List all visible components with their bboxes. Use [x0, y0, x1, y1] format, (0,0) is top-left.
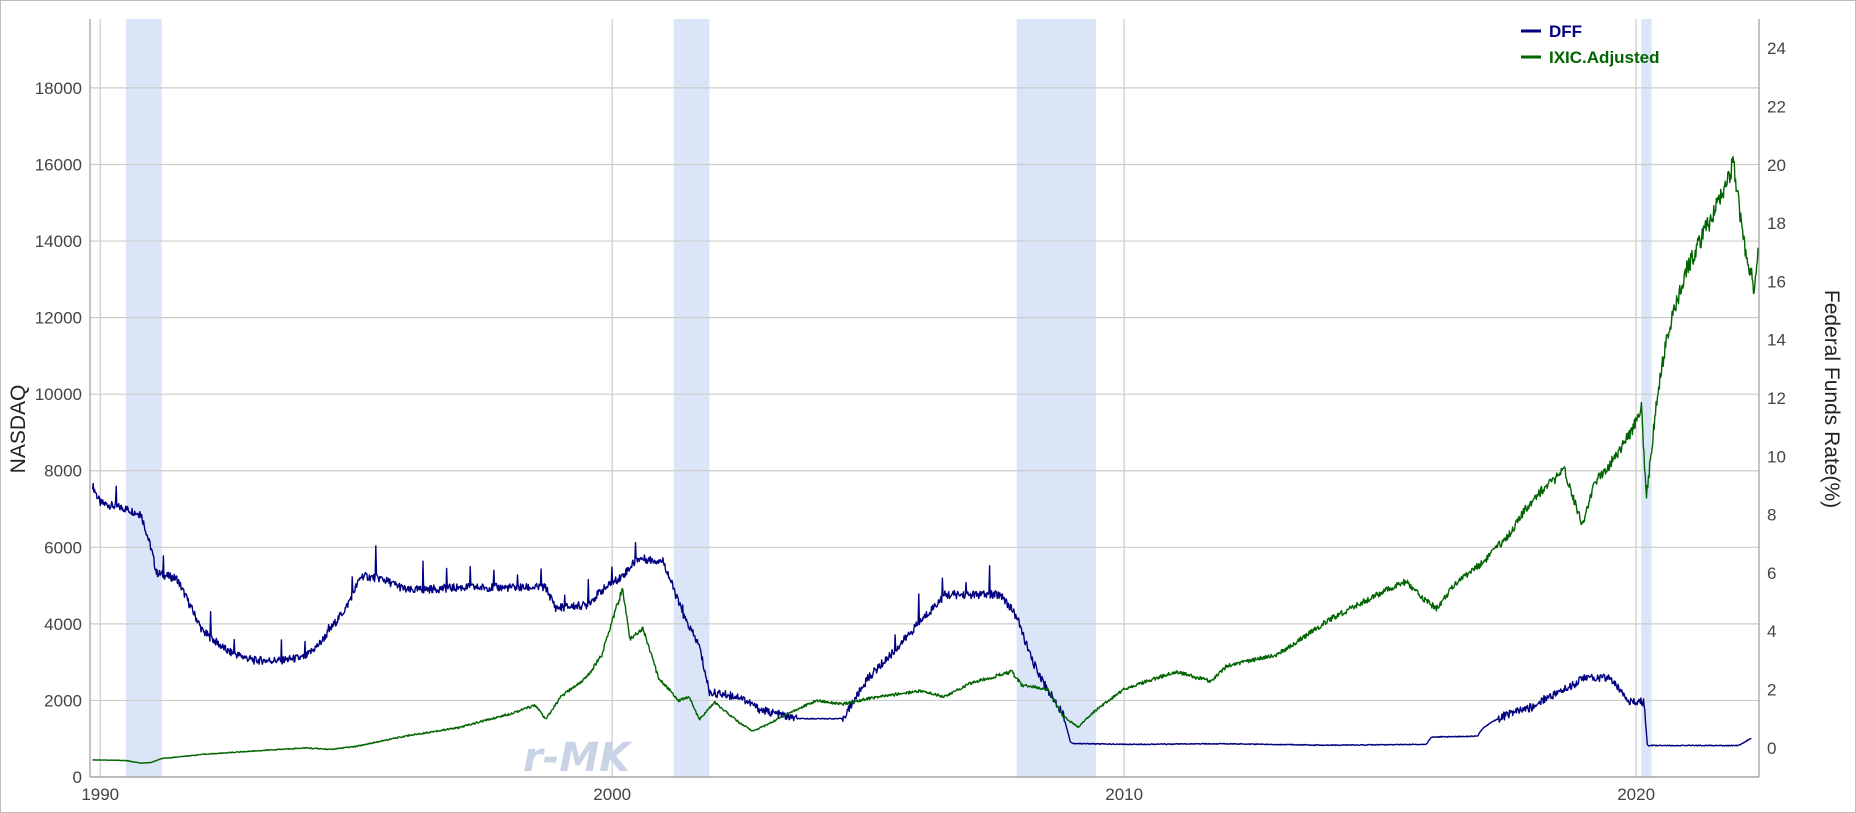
y-left-tick-label: 2000 [44, 691, 82, 710]
y-right-tick-label: 14 [1767, 331, 1786, 350]
series-line-0 [91, 482, 1752, 747]
y-left-tick-label: 18000 [35, 79, 82, 98]
recession-band-2 [1016, 19, 1097, 777]
y-right-tick-label: 22 [1767, 97, 1786, 116]
recession-band-0 [125, 19, 162, 777]
y-axis-left-label: NASDAQ [7, 385, 30, 474]
y-right-tick-label: 2 [1767, 681, 1776, 700]
y-right-tick-label: 0 [1767, 739, 1776, 758]
legend-label-ixic: IXIC.Adjusted [1549, 48, 1660, 67]
y-left-tick-label: 12000 [35, 309, 82, 328]
y-right-tick-label: 12 [1767, 389, 1786, 408]
y-right-tick-label: 8 [1767, 506, 1776, 525]
y-axis-right-label: Federal Funds Rate(%) [1820, 290, 1843, 508]
y-right-tick-label: 4 [1767, 622, 1776, 641]
y-left-tick-label: 14000 [35, 232, 82, 251]
recession-band-3 [1641, 19, 1652, 777]
y-left-tick-label: 16000 [35, 155, 82, 174]
x-tick-label: 1990 [81, 785, 119, 804]
y-right-tick-label: 24 [1767, 39, 1786, 58]
y-left-tick-label: 0 [73, 768, 82, 787]
y-right-tick-label: 16 [1767, 272, 1786, 291]
y-right-tick-label: 20 [1767, 156, 1786, 175]
grid [90, 19, 1759, 778]
tick-labels: 0200040006000800010000120001400016000180… [35, 39, 1786, 804]
y-right-tick-label: 10 [1767, 447, 1786, 466]
y-left-tick-label: 10000 [35, 385, 82, 404]
legend: DFF IXIC.Adjusted [1521, 22, 1660, 67]
axes [89, 19, 1760, 778]
y-right-tick-label: 6 [1767, 564, 1776, 583]
x-tick-label: 2020 [1617, 785, 1655, 804]
recession-bands [125, 19, 1652, 777]
series-line-1 [92, 155, 1759, 764]
y-left-tick-label: 4000 [44, 615, 82, 634]
y-right-tick-label: 18 [1767, 214, 1786, 233]
series-lines [91, 155, 1759, 764]
x-tick-label: 2000 [593, 785, 631, 804]
y-left-tick-label: 6000 [44, 538, 82, 557]
y-left-tick-label: 8000 [44, 462, 82, 481]
legend-label-dff: DFF [1549, 22, 1582, 41]
recession-band-1 [673, 19, 710, 777]
watermark: r-MK [523, 735, 633, 781]
x-tick-label: 2010 [1105, 785, 1143, 804]
